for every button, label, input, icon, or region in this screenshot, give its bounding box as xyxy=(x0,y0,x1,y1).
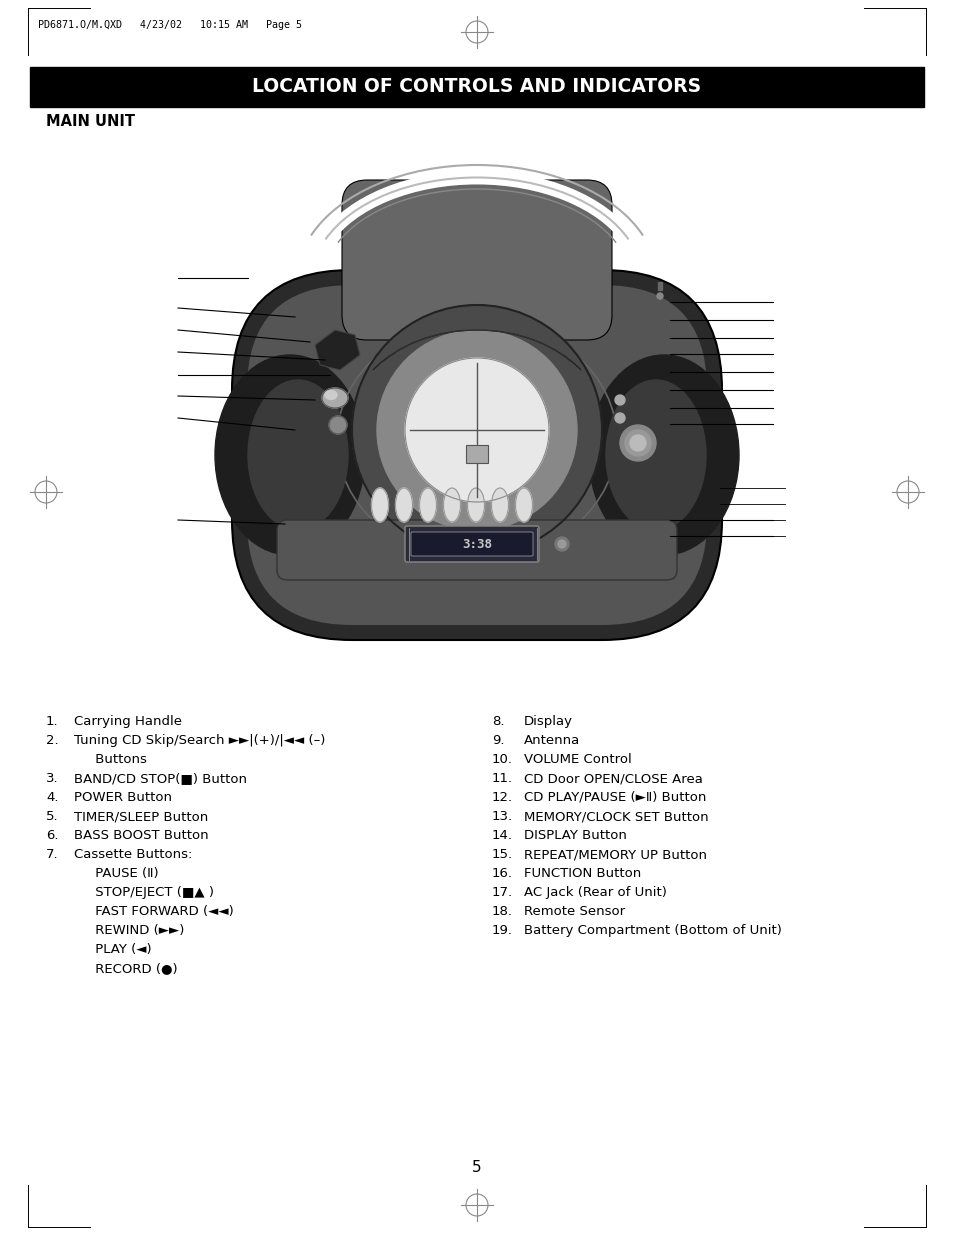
Text: 13.: 13. xyxy=(492,810,513,823)
Text: 14.: 14. xyxy=(492,829,513,842)
FancyBboxPatch shape xyxy=(361,210,592,300)
Circle shape xyxy=(555,537,568,551)
Text: 5.: 5. xyxy=(46,810,58,823)
Text: BAND/CD STOP(■) Button: BAND/CD STOP(■) Button xyxy=(74,772,247,785)
Text: RECORD (●): RECORD (●) xyxy=(74,962,177,974)
Ellipse shape xyxy=(588,354,739,555)
Text: PD6871.O/M.QXD   4/23/02   10:15 AM   Page 5: PD6871.O/M.QXD 4/23/02 10:15 AM Page 5 xyxy=(38,20,302,30)
Text: 1.: 1. xyxy=(46,715,58,727)
Text: Antenna: Antenna xyxy=(523,734,579,747)
Ellipse shape xyxy=(467,488,484,522)
Text: PAUSE (Ⅱ): PAUSE (Ⅱ) xyxy=(74,867,158,881)
Circle shape xyxy=(329,416,347,433)
Text: 16.: 16. xyxy=(492,867,513,881)
Circle shape xyxy=(619,425,656,461)
Text: FUNCTION Button: FUNCTION Button xyxy=(523,867,640,881)
Text: 9.: 9. xyxy=(492,734,504,747)
Text: 3:38: 3:38 xyxy=(461,537,492,551)
Text: 17.: 17. xyxy=(492,885,513,899)
Ellipse shape xyxy=(443,488,460,522)
Circle shape xyxy=(629,435,645,451)
Ellipse shape xyxy=(491,488,508,522)
Text: VOLUME Control: VOLUME Control xyxy=(523,753,631,766)
Text: REWIND (►►): REWIND (►►) xyxy=(74,924,184,937)
Circle shape xyxy=(624,430,650,456)
Ellipse shape xyxy=(515,488,532,522)
Circle shape xyxy=(615,412,624,424)
Text: DISPLAY Button: DISPLAY Button xyxy=(523,829,626,842)
Text: CD PLAY/PAUSE (►Ⅱ) Button: CD PLAY/PAUSE (►Ⅱ) Button xyxy=(523,790,705,804)
Text: 11.: 11. xyxy=(492,772,513,785)
Circle shape xyxy=(615,395,624,405)
Ellipse shape xyxy=(371,488,388,522)
Text: AC Jack (Rear of Unit): AC Jack (Rear of Unit) xyxy=(523,885,666,899)
Text: 5: 5 xyxy=(472,1161,481,1176)
Text: 12.: 12. xyxy=(492,790,513,804)
Ellipse shape xyxy=(322,388,348,408)
Text: MAIN UNIT: MAIN UNIT xyxy=(46,115,135,130)
Text: TIMER/SLEEP Button: TIMER/SLEEP Button xyxy=(74,810,208,823)
Text: LOCATION OF CONTROLS AND INDICATORS: LOCATION OF CONTROLS AND INDICATORS xyxy=(253,78,700,96)
Text: 19.: 19. xyxy=(492,924,513,937)
Text: CD Door OPEN/CLOSE Area: CD Door OPEN/CLOSE Area xyxy=(523,772,702,785)
FancyBboxPatch shape xyxy=(276,520,677,580)
Circle shape xyxy=(558,540,565,548)
Ellipse shape xyxy=(419,488,436,522)
Text: 2.: 2. xyxy=(46,734,58,747)
Text: Display: Display xyxy=(523,715,573,727)
Text: 6.: 6. xyxy=(46,829,58,842)
Text: Tuning CD Skip/Search ►►|(+)/|◄◄ (–): Tuning CD Skip/Search ►►|(+)/|◄◄ (–) xyxy=(74,734,325,747)
Text: Remote Sensor: Remote Sensor xyxy=(523,905,624,918)
Text: MEMORY/CLOCK SET Button: MEMORY/CLOCK SET Button xyxy=(523,810,708,823)
Text: 3.: 3. xyxy=(46,772,58,785)
FancyBboxPatch shape xyxy=(232,270,721,640)
PathPatch shape xyxy=(314,330,359,370)
Ellipse shape xyxy=(325,390,336,399)
Text: REPEAT/MEMORY UP Button: REPEAT/MEMORY UP Button xyxy=(523,848,706,861)
Text: Cassette Buttons:: Cassette Buttons: xyxy=(74,848,193,861)
Bar xyxy=(30,67,923,107)
Text: 7.: 7. xyxy=(46,848,58,861)
Text: 10.: 10. xyxy=(492,753,513,766)
Text: 8.: 8. xyxy=(492,715,504,727)
Ellipse shape xyxy=(605,380,705,530)
FancyBboxPatch shape xyxy=(405,526,538,562)
Ellipse shape xyxy=(214,354,365,555)
FancyBboxPatch shape xyxy=(247,285,706,625)
Text: FAST FORWARD (◄◄): FAST FORWARD (◄◄) xyxy=(74,905,233,918)
Text: Buttons: Buttons xyxy=(74,753,147,766)
Circle shape xyxy=(376,330,577,530)
Text: STOP/EJECT (■▲ ): STOP/EJECT (■▲ ) xyxy=(74,885,213,899)
FancyBboxPatch shape xyxy=(341,180,612,340)
Bar xyxy=(658,282,661,290)
FancyBboxPatch shape xyxy=(411,532,533,556)
Circle shape xyxy=(657,293,662,299)
Ellipse shape xyxy=(395,488,412,522)
Circle shape xyxy=(405,358,548,501)
Bar xyxy=(465,445,488,463)
Text: Carrying Handle: Carrying Handle xyxy=(74,715,182,727)
Text: PLAY (◄): PLAY (◄) xyxy=(74,944,152,956)
Text: Battery Compartment (Bottom of Unit): Battery Compartment (Bottom of Unit) xyxy=(523,924,781,937)
Text: 4.: 4. xyxy=(46,790,58,804)
Circle shape xyxy=(352,305,601,555)
Text: POWER Button: POWER Button xyxy=(74,790,172,804)
Text: 15.: 15. xyxy=(492,848,513,861)
Text: 18.: 18. xyxy=(492,905,513,918)
Ellipse shape xyxy=(248,380,348,530)
Text: BASS BOOST Button: BASS BOOST Button xyxy=(74,829,209,842)
